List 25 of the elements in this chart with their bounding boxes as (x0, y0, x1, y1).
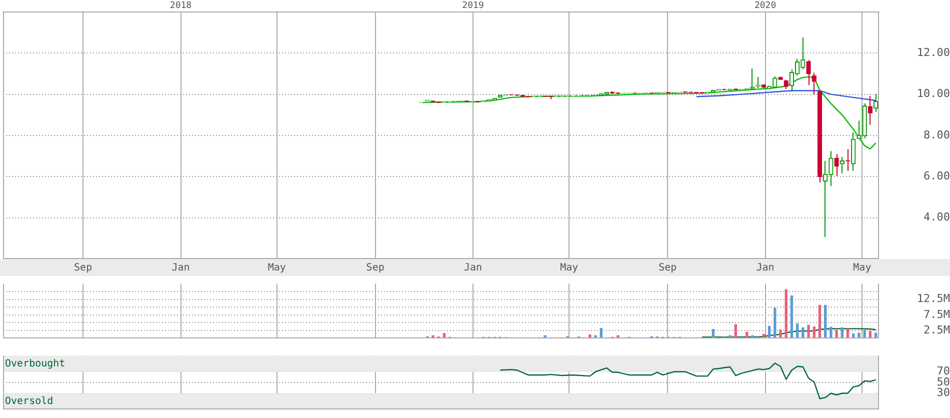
x-tick-label: May (268, 262, 286, 274)
band-label: Oversold (5, 396, 54, 407)
x-tick-label: Jan (756, 262, 774, 274)
y-tick-label: 50 (936, 375, 950, 388)
band-label: Overbought (5, 358, 66, 370)
y-tick-label: 30 (936, 386, 950, 400)
x-tick-label: Sep (366, 262, 384, 274)
y-tick-label: 4.00 (924, 210, 950, 224)
x-tick-label: Sep (74, 262, 92, 274)
x2-tick-label: 2020 (754, 0, 776, 11)
x-tick-label: Sep (658, 262, 677, 274)
x-tick-label: May (560, 262, 578, 274)
y-tick-label: 10.00 (916, 87, 950, 100)
x-tick-label: Jan (172, 262, 190, 274)
y-tick-label: 12.00 (916, 46, 950, 60)
x-tick-label: Jan (464, 262, 482, 274)
x-tick-label: May (853, 262, 872, 274)
x2-tick-label: 2018 (170, 0, 192, 11)
y-tick-label: 70 (936, 364, 950, 378)
y-tick-label: 6.00 (924, 170, 950, 183)
y-tick-label: 12.5M (916, 292, 950, 306)
y-tick-label: 2.5M (924, 323, 950, 336)
y-tick-label: 7.5M (924, 308, 950, 321)
y-tick-label: 8.00 (924, 128, 950, 142)
x2-tick-label: 2019 (462, 0, 484, 11)
